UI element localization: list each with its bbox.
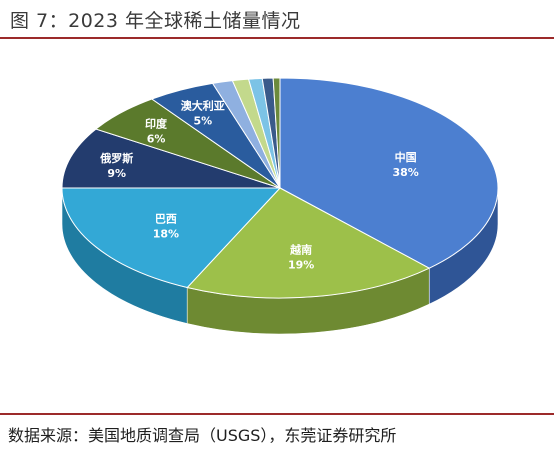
slice-value-5: 5% — [193, 115, 212, 128]
source-note: 数据来源：美国地质调查局（USGS），东莞证券研究所 — [8, 426, 397, 445]
title-divider — [0, 37, 554, 39]
pie-slice-1 — [186, 187, 431, 299]
slice-value-2: 18% — [153, 228, 179, 241]
pie-top-group — [61, 77, 499, 299]
footer-divider — [0, 413, 554, 415]
slice-label-3: 俄罗斯 — [99, 151, 133, 165]
pie-slice-2 — [61, 187, 282, 289]
slice-label-4: 印度 — [145, 116, 168, 130]
pie-slice-10 — [272, 77, 281, 189]
slice-value-0: 38% — [392, 166, 418, 179]
slice-label-5: 澳大利亚 — [181, 99, 225, 113]
pie-slice-3 — [61, 128, 281, 189]
pie-labels: 中国 38% 越南 19% 巴西 18% 俄罗斯 9% 印度 6% 澳大利亚 5% — [99, 99, 419, 272]
pie-slice-0 — [279, 77, 499, 269]
pie-chart: 中国 38% 越南 19% 巴西 18% 俄罗斯 9% 印度 6% 澳大利亚 5% — [61, 77, 499, 335]
slice-value-1: 19% — [288, 258, 314, 271]
slice-value-3: 9% — [107, 167, 126, 180]
slice-label-1: 越南 — [289, 242, 312, 256]
slice-label-0: 中国 — [395, 150, 417, 164]
chart-title: 图 7：2023 年全球稀土储量情况 — [10, 10, 301, 32]
slice-label-2: 巴西 — [155, 213, 177, 226]
slice-value-4: 6% — [147, 132, 166, 145]
